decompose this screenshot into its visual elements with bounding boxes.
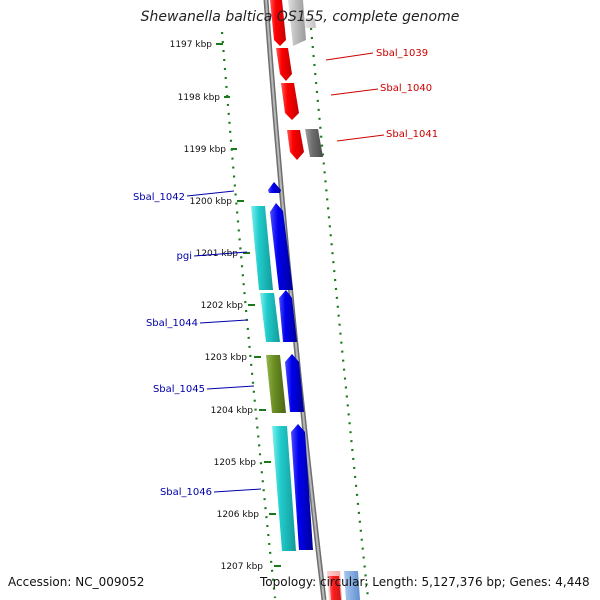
gene-feature-cyan[interactable] — [251, 206, 273, 290]
gene-label[interactable]: Sbal_1046 — [160, 487, 212, 498]
gene-label[interactable]: Sbal_1045 — [153, 384, 205, 395]
label-leader-line — [325, 52, 374, 61]
kbp-label: 1197 kbp — [170, 40, 213, 50]
kbp-label: 1202 kbp — [201, 301, 244, 311]
right-gene-labels: Sbal_1039 Sbal_1040 Sbal_1041 — [376, 48, 438, 140]
topology-label: Topology: circular; Length: 5,127,376 bp… — [260, 575, 590, 589]
gene-feature-blue[interactable] — [268, 182, 281, 193]
label-leader-line — [199, 319, 248, 324]
gene-feature-blue[interactable] — [270, 203, 293, 290]
kbp-label: 1203 kbp — [205, 353, 248, 363]
gene-feature-red[interactable] — [276, 48, 292, 81]
gene-feature-grey[interactable] — [305, 129, 323, 157]
kbp-label: 1204 kbp — [211, 406, 254, 416]
left-gene-labels: Sbal_1042 pgi Sbal_1044 Sbal_1045 Sbal_1… — [133, 192, 212, 498]
gene-label[interactable]: pgi — [177, 251, 192, 262]
gene-feature-grey[interactable] — [288, 0, 306, 46]
accession-label: Accession: NC_009052 — [8, 575, 145, 589]
gene-label[interactable]: Sbal_1042 — [133, 192, 185, 203]
label-leader-line — [330, 88, 379, 96]
genome-title: Shewanella baltica OS155, complete genom… — [140, 9, 460, 25]
gene-feature-cyan[interactable] — [260, 293, 280, 342]
kbp-label: 1207 kbp — [221, 562, 264, 572]
label-leader-line — [213, 488, 262, 493]
label-leader-line — [206, 385, 255, 390]
dotted-ticks-right — [309, 27, 370, 599]
gene-feature-cyan[interactable] — [272, 426, 296, 551]
gene-feature-blue[interactable] — [279, 290, 297, 342]
gene-feature-red[interactable] — [270, 0, 286, 46]
label-leader-line — [193, 251, 248, 257]
gene-feature-red[interactable] — [281, 83, 299, 120]
gene-label[interactable]: Sbal_1039 — [376, 48, 428, 59]
gene-label[interactable]: Sbal_1040 — [380, 83, 432, 94]
kbp-label: 1206 kbp — [217, 510, 260, 520]
gene-feature-sky[interactable] — [344, 571, 360, 600]
kbp-label: 1199 kbp — [184, 145, 227, 155]
gene-label[interactable]: Sbal_1041 — [386, 129, 438, 140]
gene-feature-olive[interactable] — [266, 355, 286, 413]
gene-feature-red[interactable] — [329, 576, 341, 600]
kbp-tick-marks — [216, 43, 281, 567]
kbp-label: 1200 kbp — [190, 197, 233, 207]
gene-feature-red[interactable] — [287, 130, 304, 160]
gene-label[interactable]: Sbal_1044 — [146, 318, 198, 329]
label-leader-line — [336, 134, 385, 142]
gene-feature-blue[interactable] — [285, 354, 304, 412]
gene-feature-grey[interactable] — [304, 18, 316, 28]
label-leader-line — [186, 190, 235, 197]
gene-feature-blue[interactable] — [291, 424, 313, 550]
kbp-label: 1198 kbp — [178, 93, 221, 103]
kbp-label: 1205 kbp — [214, 458, 257, 468]
